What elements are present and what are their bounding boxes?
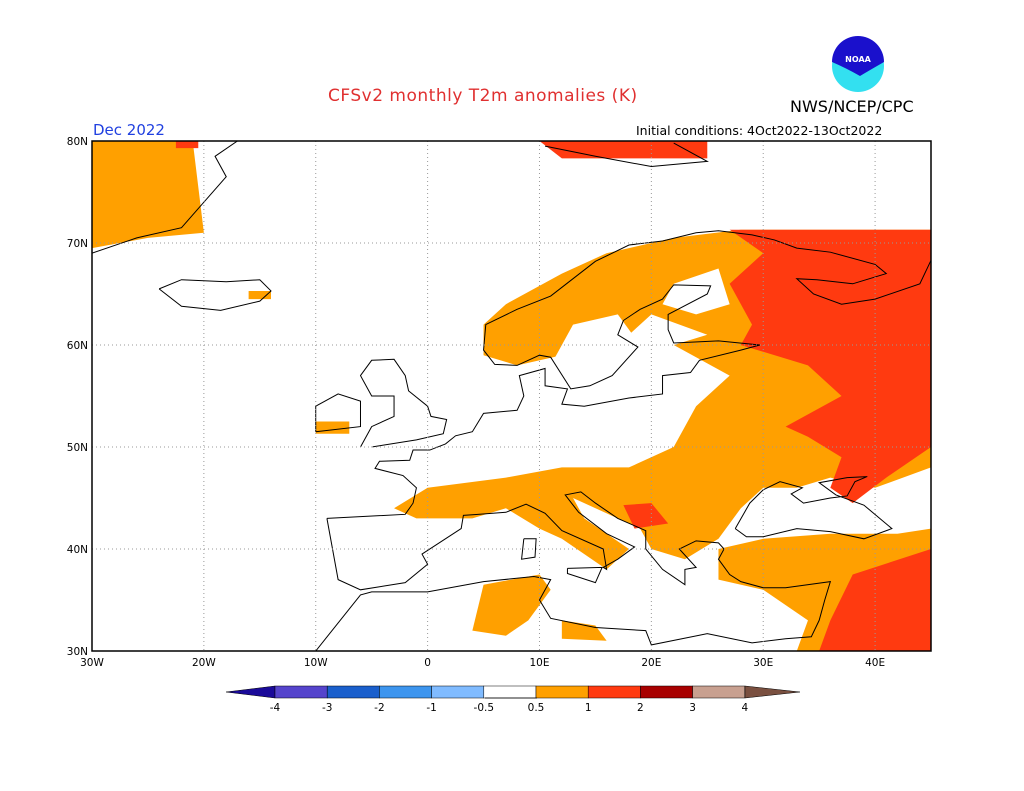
colorbar-segment xyxy=(640,685,693,699)
coastline xyxy=(521,538,537,560)
colorbar-label: -0.5 xyxy=(474,702,495,714)
latitude-label: 50N xyxy=(67,442,88,454)
anomaly-region xyxy=(819,549,931,651)
colorbar-segment xyxy=(274,685,328,699)
colorbar-segment xyxy=(379,685,432,699)
latitude-label: 30N xyxy=(67,646,88,658)
anomaly-region xyxy=(539,141,708,159)
latitude-label: 40N xyxy=(67,544,88,556)
colorbar-label: 4 xyxy=(741,702,748,714)
colorbar-label: 3 xyxy=(689,702,696,714)
colorbar-lower-arrow xyxy=(225,685,276,699)
colorbar-segment xyxy=(483,685,537,699)
coastline xyxy=(359,358,448,448)
longitude-label: 10E xyxy=(529,657,549,669)
colorbar-label: 2 xyxy=(637,702,644,714)
initial-conditions: Initial conditions: 4Oct2022-13Oct2022 xyxy=(636,123,883,138)
longitude-label: 0 xyxy=(424,657,431,669)
longitude-label: 10W xyxy=(304,657,328,669)
coastline xyxy=(326,230,931,519)
organization-label: NWS/NCEP/CPC xyxy=(790,97,914,116)
longitude-label: 20E xyxy=(641,657,661,669)
colorbar-label: -4 xyxy=(270,702,281,714)
longitude-label: 30E xyxy=(753,657,773,669)
colorbar-segment xyxy=(326,685,380,699)
chart-title: CFSv2 monthly T2m anomalies (K) xyxy=(328,86,638,106)
anomaly-region xyxy=(623,503,669,529)
map-frame xyxy=(91,140,932,652)
colorbar-segment xyxy=(587,685,641,699)
noaa-logo: NOAA xyxy=(832,36,884,92)
coastline xyxy=(92,141,238,254)
latitude-label: 70N xyxy=(67,238,88,250)
longitude-label: 40E xyxy=(865,657,885,669)
colorbar-label: -2 xyxy=(374,702,384,714)
svg-text:NOAA: NOAA xyxy=(845,55,871,64)
anomaly-region xyxy=(92,141,204,249)
anomaly-region xyxy=(729,229,931,504)
anomaly-region xyxy=(662,268,730,315)
anomaly-region xyxy=(561,620,607,641)
anomaly-region xyxy=(175,141,199,149)
latitude-label: 80N xyxy=(67,136,88,148)
coastline xyxy=(734,476,893,540)
coastline xyxy=(544,142,709,168)
colorbar-label: 1 xyxy=(585,702,592,714)
latitude-label: 60N xyxy=(67,340,88,352)
anomaly-region xyxy=(315,421,350,434)
anomaly-region xyxy=(472,574,551,636)
anomaly-region xyxy=(248,290,271,300)
longitude-label: 20W xyxy=(192,657,216,669)
colorbar-upper-arrow xyxy=(744,685,801,699)
coastline xyxy=(315,491,832,651)
valid-month: Dec 2022 xyxy=(93,121,165,139)
colorbar-segment xyxy=(431,685,485,699)
longitude-label: 30W xyxy=(80,657,104,669)
coastline xyxy=(315,393,361,433)
colorbar-label: -3 xyxy=(322,702,332,714)
colorbar-segment xyxy=(692,685,746,699)
colorbar-segment xyxy=(535,685,589,699)
coastline xyxy=(566,566,603,584)
colorbar-label: 0.5 xyxy=(528,702,545,714)
colorbar-label: -1 xyxy=(426,702,436,714)
coastline xyxy=(158,279,272,311)
